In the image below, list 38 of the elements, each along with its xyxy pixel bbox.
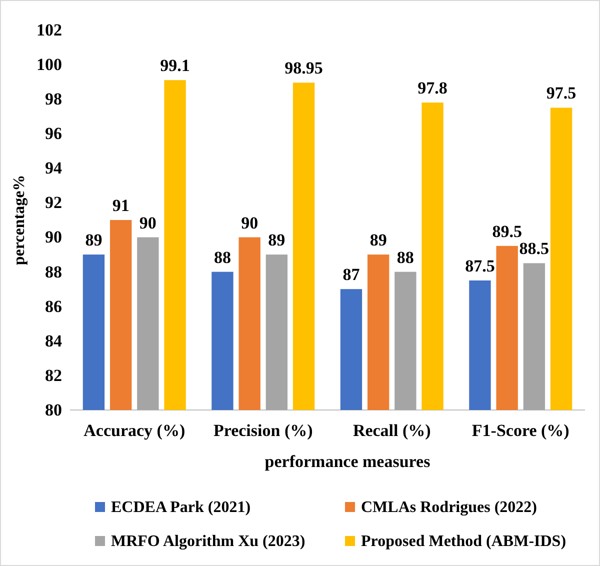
x-axis-title: performance measures bbox=[264, 452, 431, 471]
x-tick-label: Precision (%) bbox=[213, 421, 313, 440]
data-label: 97.5 bbox=[546, 84, 576, 103]
y-tick-label: 100 bbox=[36, 54, 62, 74]
x-tick-label: F1-Score (%) bbox=[472, 421, 570, 440]
data-label: 99.1 bbox=[160, 56, 190, 76]
y-tick-label: 90 bbox=[45, 228, 62, 247]
data-label: 89 bbox=[85, 230, 102, 250]
legend-label: MRFO Algorithm Xu (2023) bbox=[111, 533, 306, 550]
data-label: 89 bbox=[268, 230, 286, 250]
y-tick-label: 80 bbox=[45, 400, 62, 420]
y-tick-label: 88 bbox=[45, 262, 62, 282]
y-tick-label: 96 bbox=[45, 124, 62, 144]
y-tick-label: 102 bbox=[36, 20, 62, 40]
data-label: 87 bbox=[342, 265, 360, 284]
y-tick-label: 86 bbox=[45, 296, 62, 316]
y-tick-label: 94 bbox=[45, 158, 62, 178]
y-tick-label: 82 bbox=[45, 366, 62, 385]
legend-label: CMLAs Rodrigues (2022) bbox=[361, 499, 537, 516]
y-tick-label: 84 bbox=[45, 331, 62, 350]
data-label: 88.5 bbox=[519, 239, 550, 258]
data-label: 98.95 bbox=[284, 58, 323, 78]
y-tick-label: 92 bbox=[45, 193, 62, 212]
data-label: 88 bbox=[396, 248, 414, 267]
data-label: 89.5 bbox=[492, 222, 522, 241]
legend-label: Proposed Method (ABM-IDS) bbox=[361, 533, 566, 550]
data-label: 88 bbox=[214, 248, 231, 267]
data-label: 97.8 bbox=[418, 78, 448, 98]
data-label: 91 bbox=[112, 196, 130, 215]
legend-label: ECDEA Park (2021) bbox=[111, 499, 251, 516]
data-label: 90 bbox=[139, 213, 156, 232]
y-axis-title: percentage% bbox=[11, 174, 28, 266]
x-tick-label: Accuracy (%) bbox=[84, 421, 186, 440]
x-tick-label: Recall (%) bbox=[352, 421, 431, 440]
data-label: 90 bbox=[241, 213, 258, 232]
data-label: 89 bbox=[370, 230, 387, 250]
y-tick-label: 98 bbox=[45, 90, 62, 109]
data-label: 87.5 bbox=[465, 256, 495, 276]
